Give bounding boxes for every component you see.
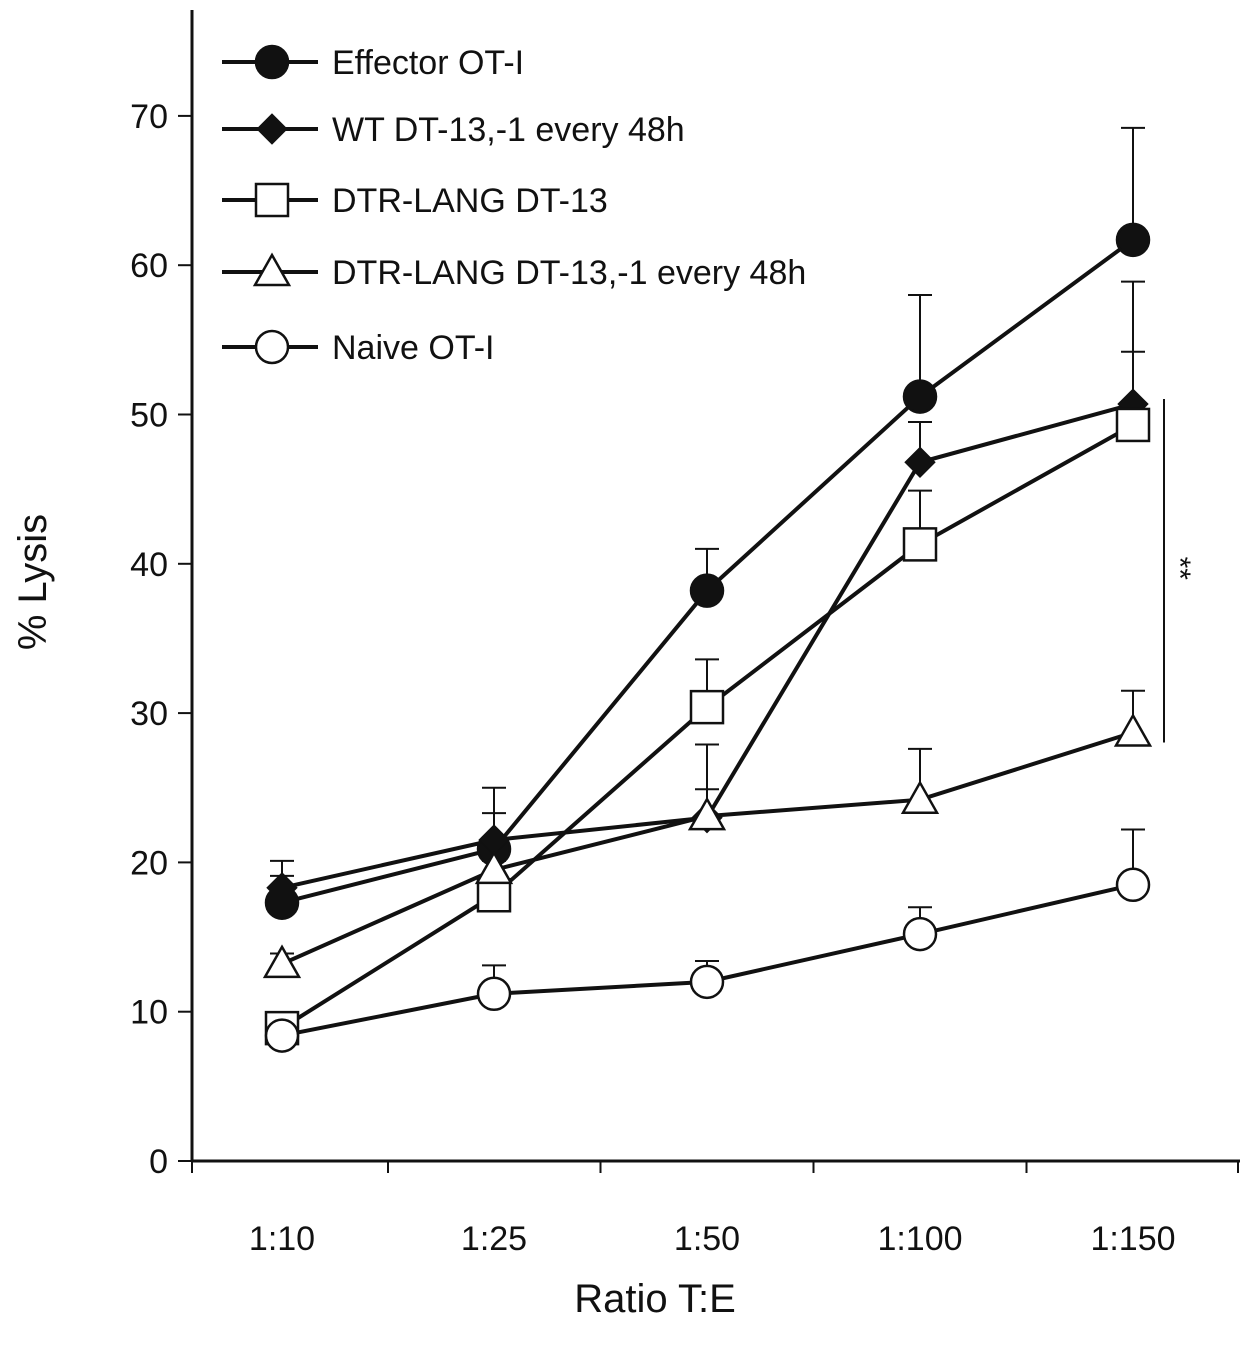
y-tick-label: 10 xyxy=(130,994,168,1032)
data-point xyxy=(902,916,938,952)
x-tick-label: 1:10 xyxy=(249,1220,315,1258)
legend-marker xyxy=(254,182,290,218)
data-point xyxy=(476,976,512,1012)
data-point xyxy=(900,780,940,814)
series-markers xyxy=(262,222,1153,1053)
data-point xyxy=(689,964,725,1000)
x-tick-label: 1:25 xyxy=(461,1220,527,1258)
legend-label: DTR-LANG DT-13 xyxy=(332,182,608,220)
data-point xyxy=(262,944,302,979)
y-tick-label: 70 xyxy=(130,98,168,136)
significance-annotation: ** xyxy=(1163,399,1196,743)
data-point xyxy=(1115,867,1151,903)
data-point xyxy=(902,527,938,562)
significance-label: ** xyxy=(1163,557,1196,581)
x-tick-label: 1:100 xyxy=(877,1220,962,1258)
data-point xyxy=(266,872,298,904)
x-tick-label: 1:50 xyxy=(674,1220,740,1258)
legend-label: WT DT-13,-1 every 48h xyxy=(332,111,685,149)
data-point xyxy=(689,689,725,725)
legend-label: Naive OT-I xyxy=(332,329,494,367)
data-point xyxy=(1115,407,1151,443)
legend-marker xyxy=(252,252,292,287)
x-tick-label: 1:150 xyxy=(1090,1220,1175,1258)
y-tick-label: 20 xyxy=(130,844,168,882)
data-point xyxy=(687,796,727,831)
data-point xyxy=(1113,712,1153,747)
legend: Effector OT-I WT DT-13,-1 every 48h DTR-LA… xyxy=(222,44,806,367)
data-point xyxy=(689,573,725,608)
data-point xyxy=(264,1018,300,1053)
data-point xyxy=(902,379,938,414)
y-tick-label: 0 xyxy=(149,1143,168,1181)
legend-marker xyxy=(254,44,290,80)
y-tick-label: 40 xyxy=(130,546,168,584)
legend-marker xyxy=(256,113,288,145)
y-axis-label: % Lysis xyxy=(11,514,55,650)
legend-label: DTR-LANG DT-13,-1 every 48h xyxy=(332,254,806,292)
x-axis-label: Ratio T:E xyxy=(574,1277,736,1321)
series-line xyxy=(280,423,1134,1030)
data-point xyxy=(904,446,936,478)
data-point xyxy=(1115,222,1151,258)
y-tick-label: 30 xyxy=(130,695,168,733)
legend-marker xyxy=(254,329,290,365)
y-tick-label: 60 xyxy=(130,247,168,285)
legend-label: Effector OT-I xyxy=(332,44,524,82)
axes: 0 10 20 30 40 50 60 70 1:10 1:25 1:50 1:100 1:150 xyxy=(130,10,1240,1258)
y-tick-label: 50 xyxy=(130,397,168,435)
data-point xyxy=(474,850,514,885)
